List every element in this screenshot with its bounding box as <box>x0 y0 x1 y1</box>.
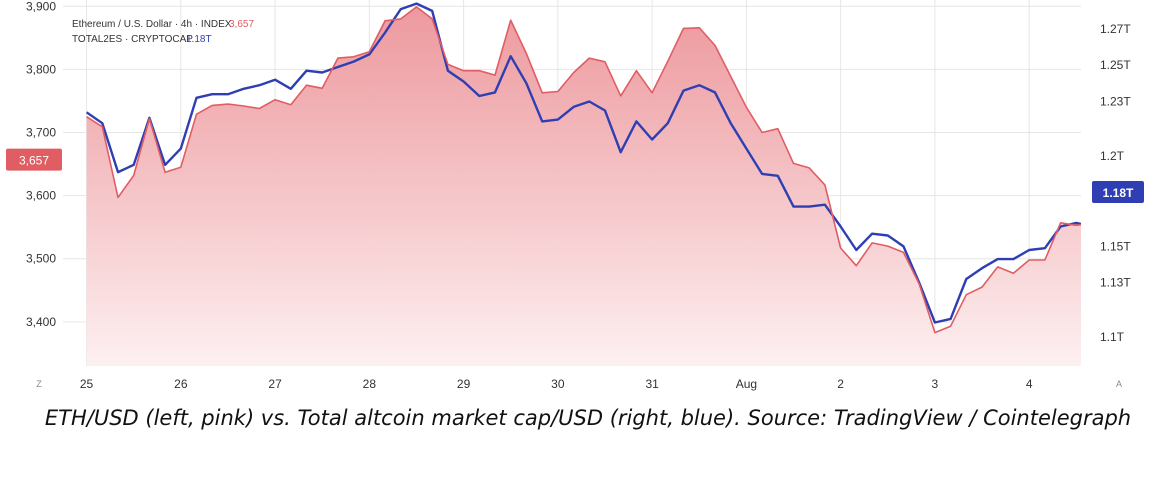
legend-total-label: TOTAL2ES · CRYPTOCAP <box>72 34 193 45</box>
x-axis-tick-label: 2 <box>837 377 844 391</box>
x-axis-tick-label: 27 <box>268 377 282 391</box>
right-axis-tick-label: 1.2T <box>1100 149 1125 163</box>
log-scale-toggle-icon[interactable]: Z <box>36 379 42 389</box>
right-axis-tick-label: 1.25T <box>1100 58 1131 72</box>
x-axis-tick-label: 31 <box>645 377 659 391</box>
chart-svg: 3,900 3,800 3,700 3,600 3,500 3,400 1.27T 1.25… <box>6 0 1144 391</box>
area-layer <box>86 6 1081 366</box>
legend-eth-value: 3,657 <box>229 19 254 30</box>
legend-total-value: 1.18T <box>186 34 212 45</box>
left-axis-tick-label: 3,400 <box>26 315 56 329</box>
x-axis-tick-label: 4 <box>1026 377 1033 391</box>
legend: Ethereum / U.S. Dollar · 4h · INDEX 3,65… <box>72 19 254 45</box>
left-axis-tick-label: 3,900 <box>26 0 56 13</box>
right-axis-tick-label: 1.27T <box>1100 22 1131 36</box>
legend-eth-label: Ethereum / U.S. Dollar · 4h · INDEX <box>72 19 232 30</box>
x-axis-tick-label: 30 <box>551 377 565 391</box>
eth-price-tag-label: 3,657 <box>19 154 49 168</box>
left-axis-tick-label: 3,600 <box>26 189 56 203</box>
x-axis-tick-label: 26 <box>174 377 188 391</box>
line-layer <box>85 2 1081 334</box>
left-axis-tick-label: 3,800 <box>26 62 56 76</box>
eth-area <box>86 6 1081 366</box>
right-axis-tick-label: 1.13T <box>1100 276 1131 290</box>
x-axis-tick-label: Aug <box>736 377 757 391</box>
left-y-axis: 3,900 3,800 3,700 3,600 3,500 3,400 <box>26 0 56 329</box>
x-axis-tick-label: 25 <box>80 377 94 391</box>
total2-price-tag <box>1092 181 1144 204</box>
x-axis-tick-label: 29 <box>457 377 471 391</box>
x-axis: 25 26 27 28 29 30 31 Aug 2 3 4 <box>80 377 1033 391</box>
left-axis-tick-label: 3,700 <box>26 126 56 140</box>
figure-caption: ETH/USD (left, pink) vs. Total altcoin m… <box>44 406 1132 430</box>
left-axis-tick-label: 3,500 <box>26 252 56 266</box>
right-axis-tick-label: 1.1T <box>1100 330 1125 344</box>
chart-container: 3,900 3,800 3,700 3,600 3,500 3,400 1.27T 1.25… <box>6 0 1144 391</box>
x-axis-tick-label: 28 <box>363 377 377 391</box>
total2-series-line <box>85 2 1081 324</box>
total2-price-tag-label: 1.18T <box>1103 186 1134 200</box>
right-axis-tick-label: 1.23T <box>1100 94 1131 108</box>
right-axis-tick-label: 1.15T <box>1100 239 1131 253</box>
x-axis-tick-label: 3 <box>932 377 939 391</box>
eth-price-tag <box>6 148 62 171</box>
auto-scale-toggle-icon[interactable]: A <box>1116 379 1122 389</box>
right-y-axis: 1.27T 1.25T 1.23T 1.2T 1.15T 1.13T 1.1T <box>1100 22 1131 344</box>
eth-series-line <box>86 6 1081 334</box>
price-tags: 3,657 1.18T <box>6 148 1144 204</box>
